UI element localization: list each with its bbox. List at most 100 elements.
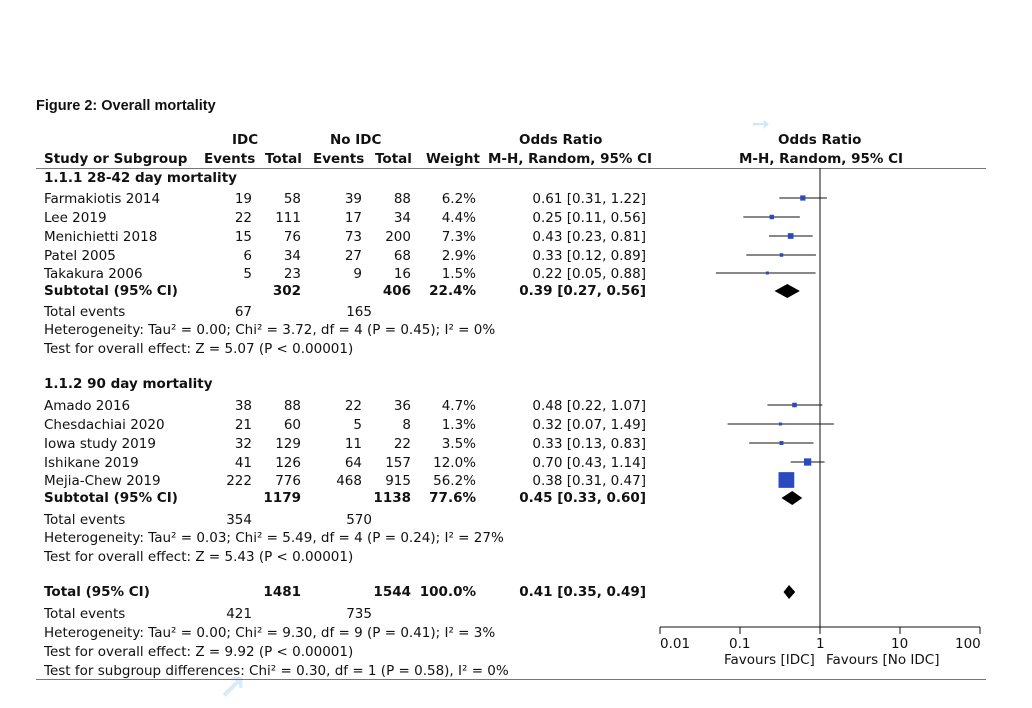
figure-title: Figure 2: Overall mortality bbox=[36, 98, 216, 114]
total-idc: 88 bbox=[283, 398, 301, 414]
axis-tick-label: 1 bbox=[816, 636, 825, 652]
header-odds-ratio: Odds Ratio bbox=[519, 132, 603, 148]
favours-left-label: Favours [IDC] bbox=[724, 652, 815, 668]
header-weight: Weight bbox=[426, 151, 480, 167]
header-plot-method: M-H, Random, 95% CI bbox=[739, 151, 904, 167]
subgroup-differences-text: Test for subgroup differences: Chi² = 0.… bbox=[44, 663, 509, 679]
overall-effect-text: Test for overall effect: Z = 9.92 (P < 0… bbox=[44, 644, 354, 660]
total-total-no-idc: 1544 bbox=[373, 584, 411, 600]
subtotal-total-idc: 1179 bbox=[263, 490, 301, 506]
total-idc: 776 bbox=[275, 473, 301, 489]
subtotal-total-no-idc: 406 bbox=[382, 283, 411, 299]
header-idc: IDC bbox=[232, 132, 259, 148]
study-effect-square bbox=[765, 271, 769, 275]
subtotal-total-no-idc: 1138 bbox=[373, 490, 411, 506]
axis-tick-label: 100 bbox=[955, 636, 981, 652]
events-no-idc: 39 bbox=[344, 191, 362, 207]
events-no-idc: 5 bbox=[353, 417, 362, 433]
pooled-effect-diamond bbox=[783, 585, 796, 599]
odds-ratio-ci: 0.38 [0.31, 0.47] bbox=[532, 473, 646, 489]
total-no-idc: 16 bbox=[393, 266, 411, 282]
total-events-idc: 421 bbox=[226, 606, 252, 622]
study-name: Iowa study 2019 bbox=[44, 436, 156, 452]
weight: 4.4% bbox=[441, 210, 476, 226]
total-events-no-idc: 735 bbox=[346, 606, 372, 622]
weight: 2.9% bbox=[441, 248, 476, 264]
odds-ratio-ci: 0.33 [0.13, 0.83] bbox=[532, 436, 646, 452]
events-idc: 41 bbox=[234, 455, 252, 471]
overall-effect-text: Test for overall effect: Z = 5.07 (P < 0… bbox=[44, 341, 354, 357]
study-name: Menichietti 2018 bbox=[44, 229, 158, 245]
total-events-no-idc: 570 bbox=[346, 512, 372, 528]
heterogeneity-text: Heterogeneity: Tau² = 0.00; Chi² = 9.30,… bbox=[44, 625, 496, 641]
subtotal-weight: 22.4% bbox=[429, 283, 476, 299]
events-idc: 5 bbox=[243, 266, 252, 282]
study-name: Lee 2019 bbox=[44, 210, 107, 226]
total-events-idc: 67 bbox=[234, 304, 252, 320]
total-no-idc: 68 bbox=[393, 248, 411, 264]
heterogeneity-text: Heterogeneity: Tau² = 0.00; Chi² = 3.72,… bbox=[44, 322, 496, 338]
total-idc: 126 bbox=[275, 455, 301, 471]
subtotal-total-idc: 302 bbox=[272, 283, 301, 299]
weight: 7.3% bbox=[441, 229, 476, 245]
events-idc: 19 bbox=[234, 191, 252, 207]
events-no-idc: 64 bbox=[344, 455, 362, 471]
subtotal-label: Subtotal (95% CI) bbox=[44, 490, 178, 506]
total-events-no-idc: 165 bbox=[346, 304, 372, 320]
odds-ratio-ci: 0.43 [0.23, 0.81] bbox=[532, 229, 646, 245]
study-name: Takakura 2006 bbox=[44, 266, 143, 282]
events-idc: 222 bbox=[226, 473, 252, 489]
total-idc: 58 bbox=[283, 191, 301, 207]
subtotal-ci: 0.39 [0.27, 0.56] bbox=[519, 283, 646, 299]
header-study: Study or Subgroup bbox=[44, 151, 188, 167]
header-method: M-H, Random, 95% CI bbox=[488, 151, 653, 167]
overall-effect-text: Test for overall effect: Z = 5.43 (P < 0… bbox=[44, 549, 354, 565]
total-idc: 23 bbox=[283, 266, 301, 282]
total-ci: 0.41 [0.35, 0.49] bbox=[519, 584, 646, 600]
study-name: Chesdachiai 2020 bbox=[44, 417, 165, 433]
study-name: Mejia-Chew 2019 bbox=[44, 473, 161, 489]
total-idc: 76 bbox=[283, 229, 301, 245]
study-effect-square bbox=[803, 458, 812, 466]
subtotal-label: Subtotal (95% CI) bbox=[44, 283, 178, 299]
study-effect-square bbox=[779, 441, 784, 445]
total-idc: 34 bbox=[283, 248, 301, 264]
header-events-idc: Events bbox=[204, 151, 256, 167]
weight: 6.2% bbox=[441, 191, 476, 207]
events-idc: 22 bbox=[234, 210, 252, 226]
header-plot-odds-ratio: Odds Ratio bbox=[778, 132, 862, 148]
weight: 1.3% bbox=[441, 417, 476, 433]
header-total-idc: Total bbox=[265, 151, 302, 167]
total-events-label: Total events bbox=[44, 606, 126, 622]
study-name: Amado 2016 bbox=[44, 398, 131, 414]
odds-ratio-ci: 0.22 [0.05, 0.88] bbox=[532, 266, 646, 282]
axis-tick-label: 10 bbox=[891, 636, 909, 652]
events-no-idc: 27 bbox=[344, 248, 362, 264]
events-idc: 15 bbox=[234, 229, 252, 245]
header-total-no-idc: Total bbox=[375, 151, 412, 167]
weight: 56.2% bbox=[433, 473, 476, 489]
odds-ratio-ci: 0.33 [0.12, 0.89] bbox=[532, 248, 646, 264]
total-idc: 60 bbox=[283, 417, 301, 433]
study-effect-square bbox=[792, 402, 797, 408]
study-name: Patel 2005 bbox=[44, 248, 116, 264]
odds-ratio-ci: 0.48 [0.22, 1.07] bbox=[532, 398, 646, 414]
events-no-idc: 22 bbox=[344, 398, 362, 414]
total-no-idc: 22 bbox=[393, 436, 411, 452]
footer-rule bbox=[36, 679, 986, 680]
pooled-effect-diamond bbox=[774, 284, 800, 298]
header-rule bbox=[36, 168, 986, 169]
total-idc: 129 bbox=[275, 436, 301, 452]
weight: 3.5% bbox=[441, 436, 476, 452]
events-idc: 32 bbox=[234, 436, 252, 452]
study-effect-square bbox=[787, 233, 794, 239]
total-no-idc: 200 bbox=[385, 229, 411, 245]
favours-right-label: Favours [No IDC] bbox=[826, 652, 940, 668]
events-no-idc: 468 bbox=[336, 473, 362, 489]
study-effect-square bbox=[778, 472, 795, 488]
subgroup-title: 1.1.1 28-42 day mortality bbox=[44, 170, 237, 186]
events-no-idc: 17 bbox=[344, 210, 362, 226]
study-effect-square bbox=[800, 195, 806, 201]
total-no-idc: 34 bbox=[393, 210, 411, 226]
total-events-idc: 354 bbox=[226, 512, 252, 528]
